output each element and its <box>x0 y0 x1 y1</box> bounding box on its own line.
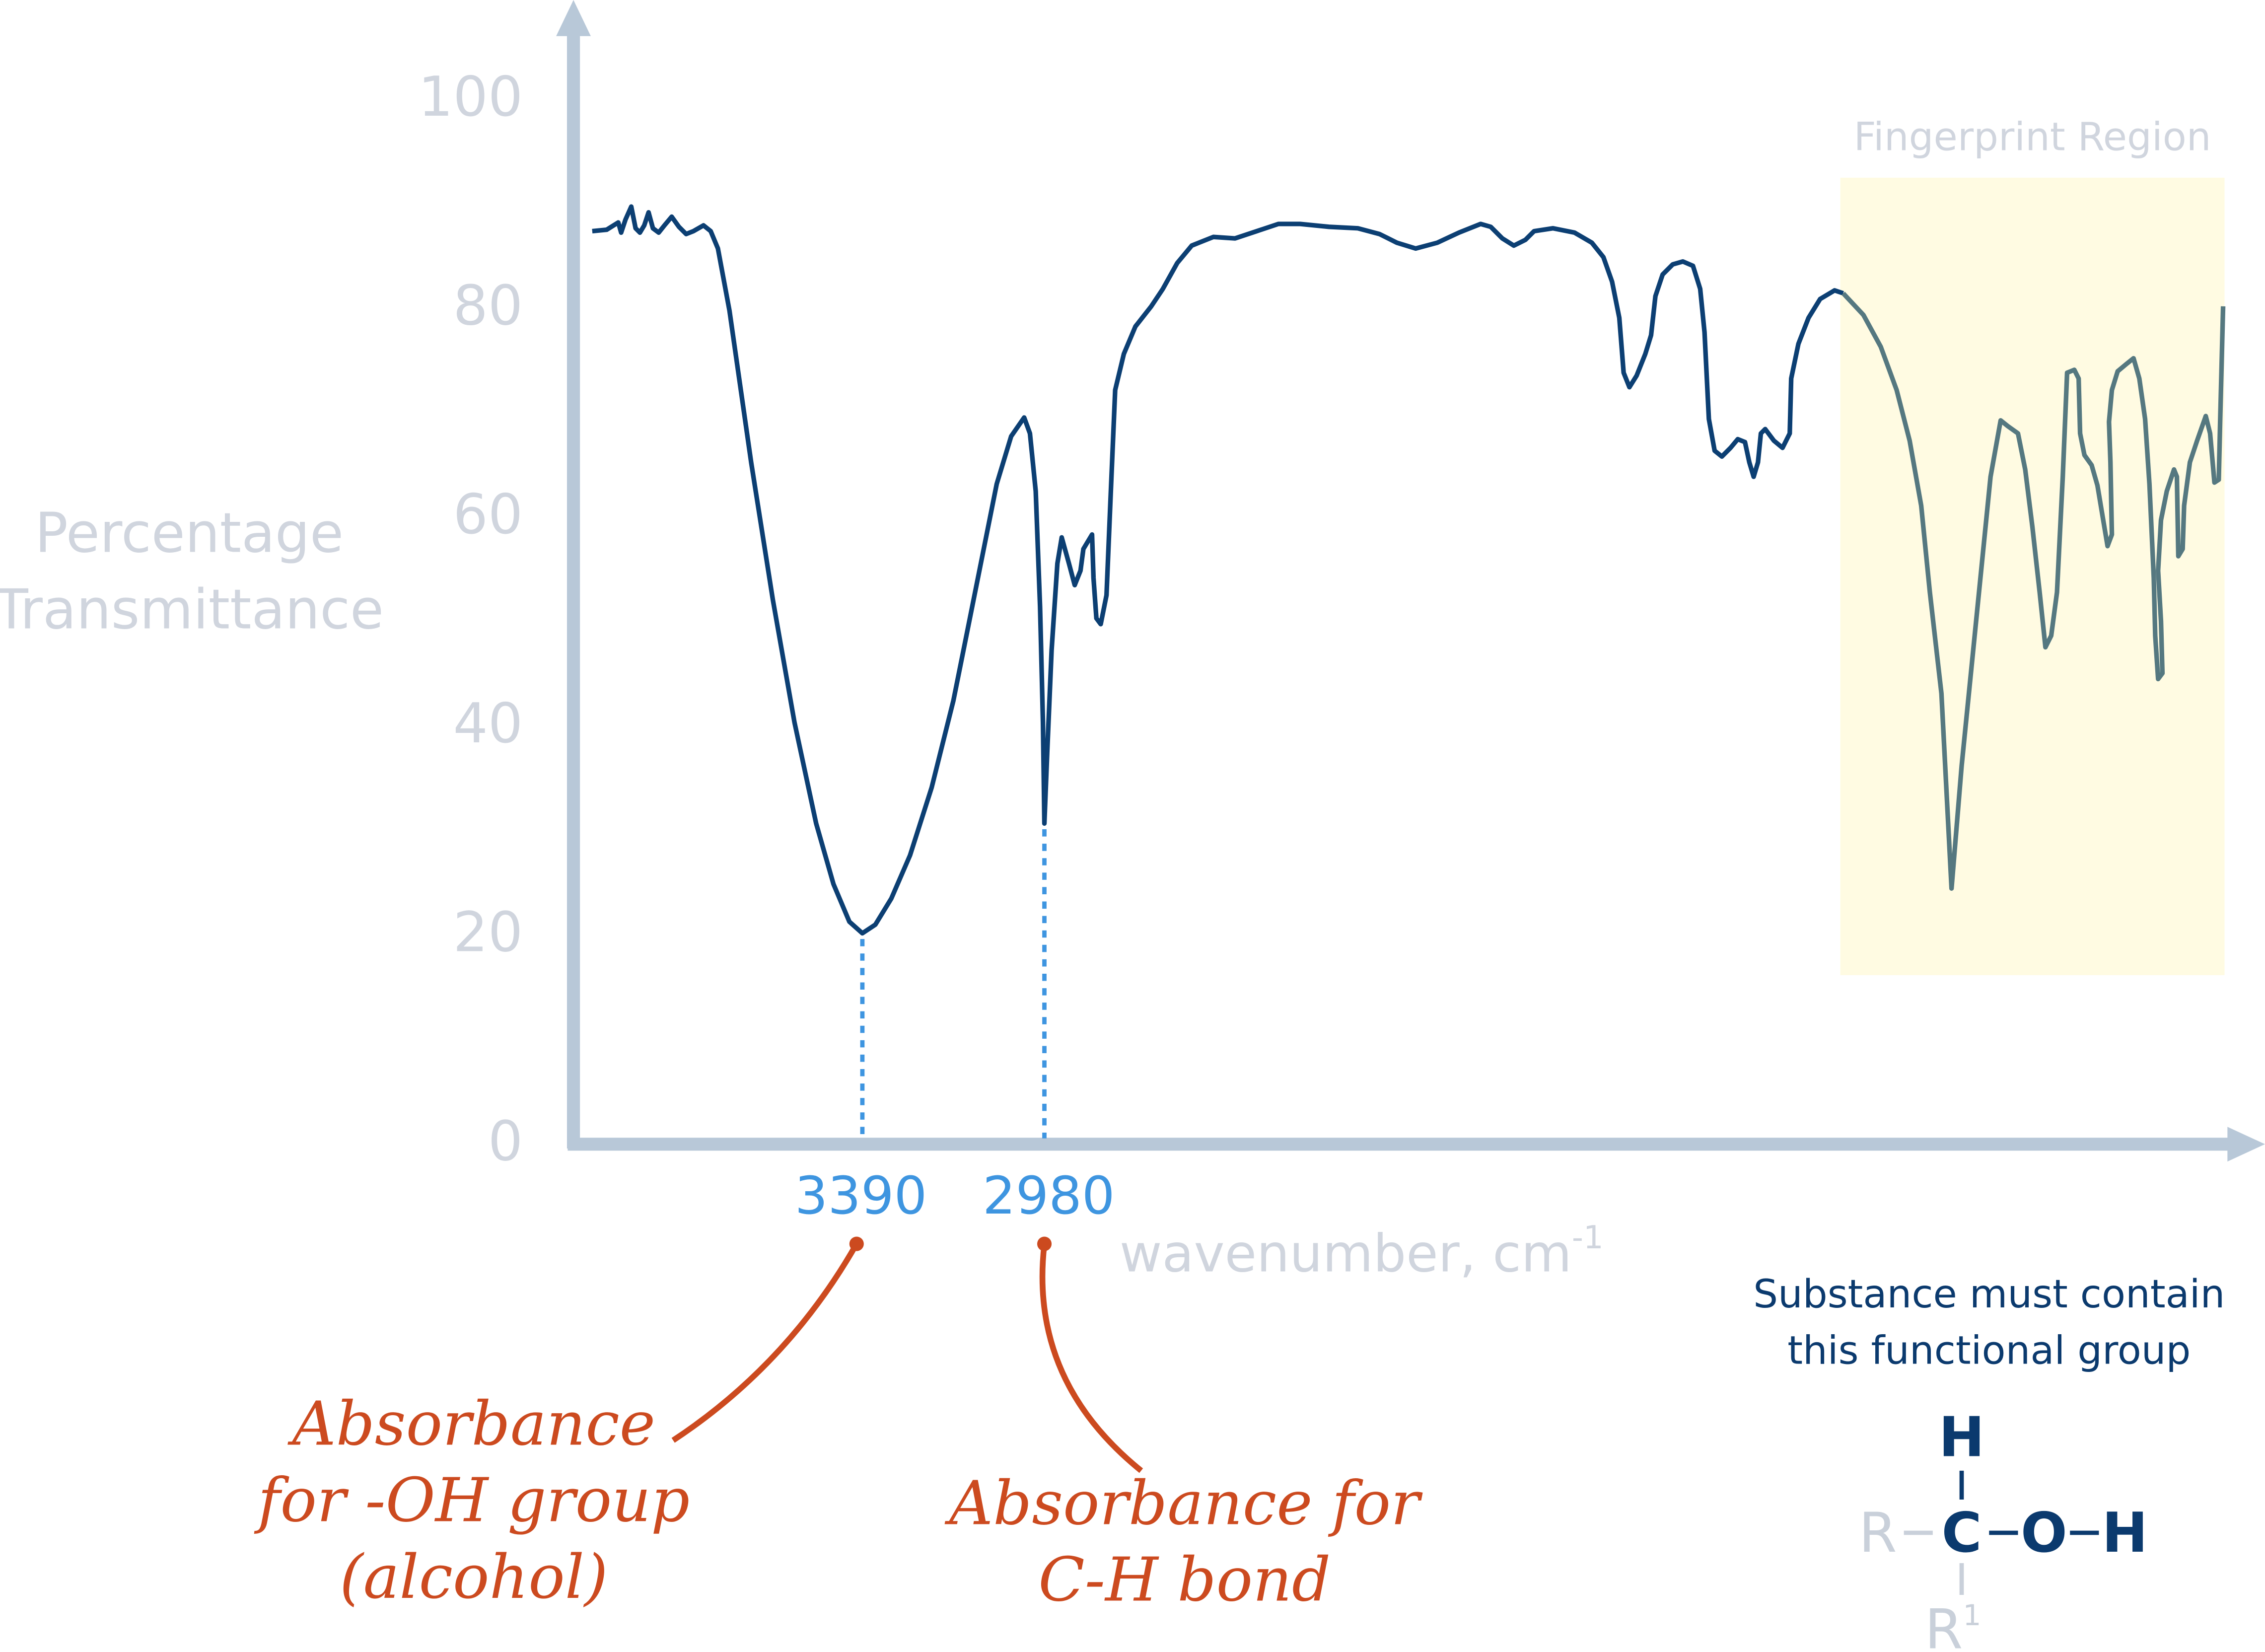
atom-h-right: H <box>2102 1501 2148 1565</box>
annotation-oh-line-1: Absorbance <box>287 1388 655 1459</box>
functional-group-structure: H R C O H R1 <box>1859 1406 2148 1652</box>
y-axis-label-line-2: Transmittance <box>0 578 384 642</box>
peak-label-2980: 2980 <box>983 1165 1115 1226</box>
spectrum-curve-fingerprint <box>1841 291 2226 891</box>
y-axis-arrow-icon <box>556 0 591 36</box>
atom-c: C <box>1941 1501 1982 1565</box>
atom-r1: R1 <box>1925 1598 1982 1652</box>
x-axis-label: wavenumber, cm-1 <box>1120 1220 1604 1284</box>
y-tick-label: 0 <box>488 1109 523 1173</box>
annotation-dot-ch <box>1037 1236 1052 1251</box>
annotation-oh-line-3: (alcohol) <box>340 1542 608 1612</box>
y-tick-label: 100 <box>418 65 523 129</box>
y-tick-label: 40 <box>453 692 523 756</box>
atom-o: O <box>2021 1501 2067 1565</box>
y-tick-label: 20 <box>453 901 523 965</box>
spectrum-curve <box>592 204 1844 936</box>
fingerprint-region-label: Fingerprint Region <box>1854 114 2211 160</box>
annotation-connector-oh <box>671 1242 859 1443</box>
annotation-oh-line-2: for -OH group <box>254 1465 690 1536</box>
y-axis-label-line-1: Percentage <box>35 501 344 565</box>
annotation-ch-line-1: Absorbance for <box>944 1468 1423 1538</box>
y-tick-label: 80 <box>453 274 523 338</box>
atom-h-top: H <box>1939 1406 1985 1470</box>
y-tick-label: 60 <box>453 483 523 547</box>
annotation-ch-line-2: C-H bond <box>1038 1545 1331 1615</box>
x-axis-arrow-icon <box>2227 1127 2265 1162</box>
fingerprint-region-highlight <box>1840 177 2225 975</box>
atom-r: R <box>1859 1501 1897 1565</box>
peak-label-3390: 3390 <box>795 1165 927 1226</box>
note-line-2: this functional group <box>1787 1328 2191 1373</box>
annotation-connector-ch <box>1039 1243 1143 1473</box>
note-line-1: Substance must contain <box>1753 1271 2225 1317</box>
